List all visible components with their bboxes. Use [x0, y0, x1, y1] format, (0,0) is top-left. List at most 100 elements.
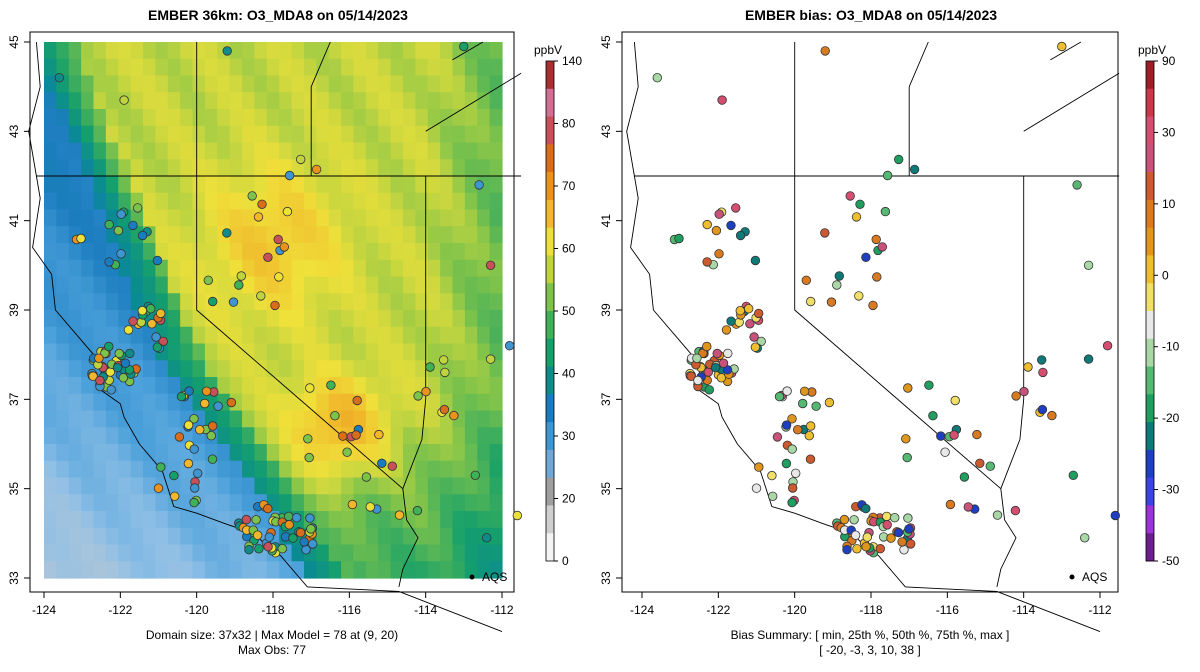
heatmap-cell [452, 58, 466, 77]
heatmap-cell [303, 192, 317, 211]
right-y-axis: 45 43 41 39 37 35 33 [599, 35, 622, 585]
heatmap-cell [130, 477, 144, 495]
heatmap-cell [167, 326, 181, 345]
heatmap-cell [477, 159, 491, 177]
heatmap-cell [254, 377, 268, 395]
heatmap-cell [204, 343, 218, 361]
station-point [504, 341, 515, 351]
colorbar-label: -20 [1162, 411, 1180, 425]
heatmap-cell [464, 276, 478, 294]
heatmap-cell [402, 58, 416, 77]
heatmap-cell [204, 310, 218, 328]
heatmap-cell [229, 159, 243, 177]
heatmap-cell [266, 310, 280, 328]
heatmap-cell [105, 427, 119, 445]
heatmap-cell [242, 293, 256, 311]
station-point [459, 41, 469, 52]
heatmap-cell [192, 142, 206, 160]
heatmap-cell [68, 42, 82, 60]
heatmap-cell [464, 310, 478, 328]
heatmap-cell [93, 444, 107, 462]
heatmap-cell [402, 92, 416, 110]
station-point [1079, 533, 1090, 543]
heatmap-cell [402, 259, 416, 278]
heatmap-cell [415, 142, 429, 160]
station-point [872, 272, 882, 282]
heatmap-cell [130, 293, 144, 311]
heatmap-cell [242, 561, 256, 579]
heatmap-cell [242, 444, 256, 462]
heatmap-cell [415, 192, 429, 211]
heatmap-cell [143, 159, 157, 177]
heatmap-cell [81, 310, 95, 328]
heatmap-cell [229, 561, 243, 579]
station-point [852, 544, 862, 554]
station-point [1068, 470, 1079, 481]
heatmap-cell [68, 142, 82, 160]
station-point [963, 502, 974, 512]
heatmap-cell [291, 243, 305, 261]
heatmap-cell [402, 176, 416, 194]
heatmap-cell [266, 42, 280, 60]
heatmap-cell [415, 42, 429, 60]
station-point [305, 383, 315, 393]
heatmap-cell [180, 192, 194, 211]
heatmap-cell [266, 393, 280, 412]
heatmap-cell [477, 326, 491, 345]
heatmap-cell [477, 109, 491, 127]
station-point [114, 348, 124, 359]
heatmap-cell [440, 109, 454, 127]
heatmap-cell [266, 444, 280, 462]
heatmap-cell [341, 176, 355, 194]
heatmap-cell [440, 176, 454, 194]
station-point [189, 483, 200, 493]
heatmap-cell [204, 494, 218, 512]
station-point [904, 524, 914, 534]
heatmap-cell [279, 142, 293, 160]
heatmap-cell [452, 259, 466, 278]
heatmap-cell [155, 527, 169, 546]
heatmap-cell [341, 159, 355, 177]
heatmap-cell [328, 393, 342, 412]
heatmap-cell [143, 393, 157, 412]
heatmap-cell [143, 544, 157, 562]
heatmap-cell [192, 125, 206, 144]
station-point [192, 468, 203, 479]
station-point [213, 401, 223, 411]
heatmap-cell [303, 310, 317, 328]
heatmap-cell [155, 209, 169, 227]
heatmap-cell [81, 460, 95, 479]
heatmap-cell [68, 460, 82, 479]
station-point [787, 444, 797, 454]
heatmap-cell [204, 125, 218, 144]
heatmap-cell [118, 42, 132, 60]
heatmap-cell [229, 410, 243, 428]
heatmap-cell [68, 544, 82, 562]
heatmap-cell [242, 494, 256, 512]
station-point [726, 220, 736, 231]
heatmap-cell [266, 377, 280, 395]
heatmap-cell [81, 142, 95, 160]
heatmap-cell [229, 243, 243, 261]
heatmap-cell [229, 176, 243, 194]
colorbar-swatch [1146, 144, 1154, 173]
heatmap-cell [489, 393, 503, 412]
heatmap-cell [390, 360, 404, 378]
station-point [303, 434, 313, 444]
heatmap-cell [68, 343, 82, 361]
heatmap-cell [56, 360, 70, 378]
heatmap-cell [217, 511, 231, 529]
heatmap-cell [130, 511, 144, 529]
station-point [712, 348, 722, 359]
heatmap-cell [464, 159, 478, 177]
heatmap-cell [229, 360, 243, 378]
heatmap-cell [155, 159, 169, 177]
heatmap-cell [68, 192, 82, 211]
heatmap-cell [427, 477, 441, 495]
heatmap-cell [56, 276, 70, 294]
station-point [674, 233, 684, 244]
heatmap-cell [279, 460, 293, 479]
heatmap-cell [402, 393, 416, 412]
station-point [1110, 510, 1121, 521]
heatmap-cell [452, 75, 466, 93]
